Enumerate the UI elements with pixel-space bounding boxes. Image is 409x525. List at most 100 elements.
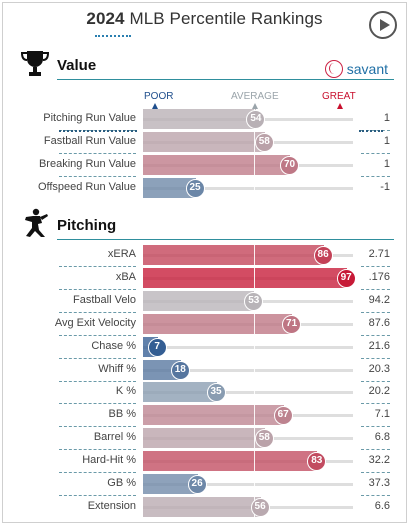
percentile-track [143,391,353,395]
percentile-badge: 58 [254,133,274,152]
percentile-badge: 86 [313,246,333,265]
scale-great-marker [337,103,343,109]
metric-name: Fastball Run Value [43,135,136,147]
metric-row[interactable]: GB % 26 37.3 [3,473,408,496]
row-divider-right [361,472,390,474]
metric-row[interactable]: K % 35 20.2 [3,381,408,405]
row-divider [59,176,136,177]
row-divider [59,380,136,382]
average-line [254,178,255,198]
metric-name: GB % [107,477,136,489]
pitcher-icon [25,208,48,237]
metric-row[interactable]: Hard-Hit % 83 32.2 [3,450,408,474]
metric-value: 20.2 [368,385,390,398]
metric-value: 94.2 [368,293,390,306]
percentile-badge: 97 [336,268,356,288]
average-line [254,359,255,380]
metric-row[interactable]: Barrel % 58 6.8 [3,427,408,451]
row-divider [59,495,136,496]
metric-value: 1 [383,135,390,147]
row-divider-right [361,495,390,496]
metric-value: 87.6 [368,316,390,329]
play-button[interactable] [369,11,397,39]
average-line [254,451,255,472]
percentile-track [143,345,353,349]
metric-row[interactable]: Pitching Run Value 54 1 [3,108,408,131]
metric-row[interactable]: Breaking Run Value 70 1 [3,154,408,177]
percentile-badge: 58 [254,429,274,449]
trophy-icon [20,51,50,76]
metric-row[interactable]: Chase % 7 21.6 [3,336,408,359]
metric-value: 6.6 [374,499,390,512]
metric-value: 37.3 [368,477,390,489]
metric-name: Avg Exit Velocity [54,316,136,329]
row-divider [59,449,136,451]
row-divider-right [361,357,390,359]
metric-value: .176 [368,270,390,283]
metric-value: -1 [380,181,390,193]
right-selection-rule [359,130,383,132]
metric-value: 7.1 [374,408,390,421]
metric-row[interactable]: BB % 67 7.1 [3,404,408,428]
row-divider [59,311,136,313]
percentile-bar [143,132,265,152]
metric-name: Chase % [91,339,136,352]
percentile-badge: 83 [307,452,327,472]
percentile-bar [143,245,324,265]
metric-name: Whiff % [98,362,136,375]
metric-value: 32.2 [368,454,390,467]
scale-great-label: GREAT [322,91,356,102]
percentile-bar [143,267,347,288]
title-text: MLB Percentile Rankings [129,9,323,28]
metric-name: Pitching Run Value [43,112,136,124]
metric-row[interactable]: xBA 97 .176 [3,267,408,290]
percentile-badge: 7 [147,337,167,357]
average-line [254,267,255,288]
metric-row[interactable]: Whiff % 18 20.3 [3,359,408,382]
percentile-bar [143,155,290,175]
average-line [254,405,255,426]
metric-row[interactable]: xERA 86 2.71 [3,244,408,267]
pitching-section-title: Pitching [57,217,117,234]
row-divider [59,266,136,267]
row-divider [59,153,136,154]
percentile-badge: 71 [282,314,302,334]
metric-value: 21.6 [368,339,390,352]
metric-row[interactable]: Fastball Run Value 58 1 [3,131,408,154]
percentile-bar [143,290,255,311]
average-line [254,245,255,265]
percentile-bar [143,451,318,472]
average-line [254,155,255,175]
left-selection-rule [59,130,137,132]
savant-text: savant [346,61,388,77]
row-divider-right [361,311,390,313]
metric-value: 1 [383,158,390,170]
scale-poor-label: POOR [144,91,174,102]
percentile-bar [143,382,217,403]
metric-name: xBA [115,270,136,283]
percentile-bar [143,313,293,334]
row-divider-right [361,426,390,428]
percentile-badge: 53 [244,291,264,311]
row-divider-right [361,449,390,451]
percentile-badge: 35 [206,383,226,403]
value-section-rule [57,79,394,80]
average-line [254,132,255,152]
metric-row[interactable]: Offspeed Run Value 25 -1 [3,177,408,199]
scale-poor-marker [152,103,158,109]
metric-row[interactable]: Extension 56 6.6 [3,496,408,518]
metric-row[interactable]: Fastball Velo 53 94.2 [3,290,408,313]
metric-value: 6.8 [374,431,390,444]
pitching-section-rule [57,239,394,240]
year-underline [95,35,131,37]
percentile-badge: 54 [246,110,266,129]
row-divider-right [361,176,390,177]
percentile-track [143,368,353,372]
percentile-bar [143,496,261,517]
savant-logo[interactable]: savant [324,60,388,78]
percentile-bar [143,109,257,129]
percentile-track [143,187,353,190]
metric-row[interactable]: Avg Exit Velocity 71 87.6 [3,313,408,336]
metric-name: xERA [107,248,136,260]
metric-name: Extension [87,499,136,512]
